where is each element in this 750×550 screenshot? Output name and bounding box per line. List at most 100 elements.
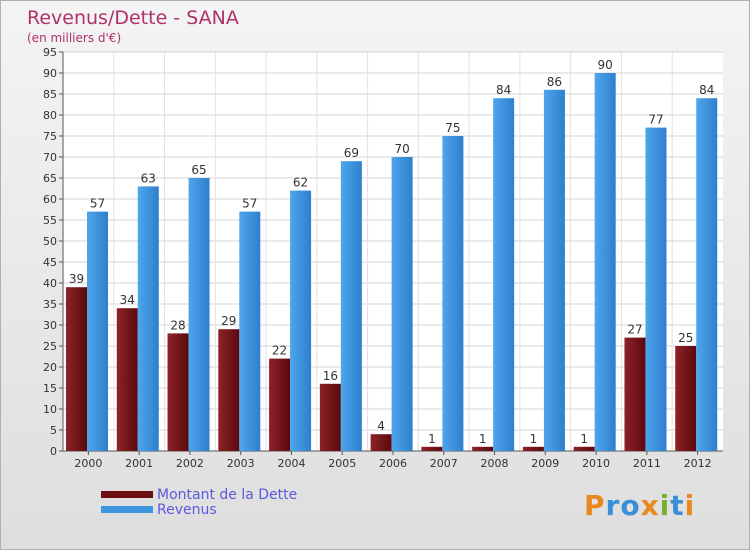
data-label-debt-2002: 28 [170,318,185,332]
bar-revenue-2007 [442,136,464,451]
logo-letter: i [659,489,671,522]
bar-revenue-2008 [493,98,515,451]
y-tick-label: 70 [43,151,57,164]
bar-debt-2004 [269,358,291,451]
bar-debt-2002 [167,333,189,451]
legend-swatch-revenue [101,506,153,513]
bar-debt-2012 [675,346,697,451]
logo-letter: o [620,489,641,522]
x-tick-label: 2010 [582,457,610,470]
bar-revenue-2009 [543,89,565,452]
bar-revenue-2012 [696,98,718,451]
data-label-revenue-2001: 63 [141,171,156,185]
data-label-revenue-2010: 90 [598,58,613,72]
data-label-revenue-2009: 86 [547,75,562,89]
axes: 0 5 10 15 20 25 30 35 40 45 50 55 60 65 70 75 80 85 90 95 20… [43,46,723,470]
data-label-debt-2008: 1 [479,432,487,446]
y-tick-label: 15 [43,382,57,395]
data-label-debt-2004: 22 [272,344,287,358]
logo-letter: t [670,489,685,522]
y-tick-label: 80 [43,109,57,122]
legend: Montant de la Dette Revenus [101,486,298,518]
y-tick-label: 75 [43,130,57,143]
bar-debt-2006 [370,434,392,451]
data-label-revenue-2005: 69 [344,146,359,160]
x-tick-label: 2004 [277,457,305,470]
data-label-revenue-2006: 70 [394,142,409,156]
y-tick-label: 10 [43,403,57,416]
legend-label-revenue: Revenus [157,501,217,518]
data-label-debt-2005: 16 [323,369,338,383]
bar-debt-2009 [522,446,544,451]
data-label-revenue-2002: 65 [191,163,206,177]
logo-letter: P [584,489,606,522]
bar-revenue-2010 [594,73,616,451]
x-tick-label: 2001 [125,457,153,470]
x-tick-label: 2009 [531,457,559,470]
bar-revenue-2011 [645,127,667,451]
bar-revenue-2001 [137,186,159,451]
y-tick-label: 55 [43,214,57,227]
bar-debt-2010 [573,446,595,451]
y-tick-label: 50 [43,235,57,248]
y-tick-label: 90 [43,67,57,80]
bar-revenue-2006 [391,157,413,451]
data-labels: 39 57 34 63 28 65 29 57 22 62 16 69 4 70 1 75 1 84 1 86 1 90 2… [69,58,715,446]
logo-letter: x [640,489,660,522]
bar-debt-2005 [319,383,341,451]
x-tick-label: 2006 [379,457,407,470]
data-label-debt-2006: 4 [377,419,385,433]
proxiti-logo: Proxiti [584,489,695,522]
data-label-debt-2009: 1 [530,432,538,446]
y-tick-label: 0 [50,445,57,458]
x-tick-label: 2011 [633,457,661,470]
bar-debt-2003 [218,329,240,451]
y-tick-label: 45 [43,256,57,269]
data-label-debt-2012: 25 [678,331,693,345]
y-tick-label: 35 [43,298,57,311]
data-label-debt-2010: 1 [580,432,588,446]
x-tick-label: 2000 [74,457,102,470]
data-label-debt-2003: 29 [221,314,236,328]
bar-revenue-2002 [188,178,210,451]
y-tick-label: 60 [43,193,57,206]
logo-letter: i [684,489,696,522]
y-tick-label: 25 [43,340,57,353]
data-label-debt-2001: 34 [120,293,135,307]
data-label-debt-2011: 27 [627,323,642,337]
x-tick-label: 2008 [481,457,509,470]
bar-debt-2008 [472,446,494,451]
bar-revenue-2005 [340,161,362,451]
y-tick-label: 40 [43,277,57,290]
x-tick-label: 2007 [430,457,458,470]
data-label-debt-2000: 39 [69,272,84,286]
x-tick-label: 2005 [328,457,356,470]
bar-debt-2001 [116,308,138,451]
data-label-debt-2007: 1 [428,432,436,446]
logo-letter: r [605,489,621,522]
y-tick-label: 65 [43,172,57,185]
legend-label-debt: Montant de la Dette [157,486,298,503]
chart-title: Revenus/Dette - SANA [27,7,239,29]
bar-debt-2000 [66,287,87,451]
legend-item-debt: Montant de la Dette [101,486,298,503]
bar-revenue-2000 [87,211,108,451]
data-label-revenue-2000: 57 [90,197,105,211]
y-tick-label: 5 [50,424,57,437]
data-label-revenue-2012: 84 [699,83,714,97]
bars [66,73,718,452]
bar-revenue-2004 [290,190,312,451]
bar-debt-2011 [624,337,646,451]
legend-swatch-debt [101,491,153,498]
data-label-revenue-2007: 75 [445,121,460,135]
data-label-revenue-2003: 57 [242,197,257,211]
data-label-revenue-2004: 62 [293,176,308,190]
y-tick-label: 20 [43,361,57,374]
y-tick-label: 30 [43,319,57,332]
y-tick-label: 85 [43,88,57,101]
data-label-revenue-2011: 77 [648,113,663,127]
y-tick-label: 95 [43,46,57,59]
x-tick-label: 2002 [176,457,204,470]
data-label-revenue-2008: 84 [496,83,511,97]
